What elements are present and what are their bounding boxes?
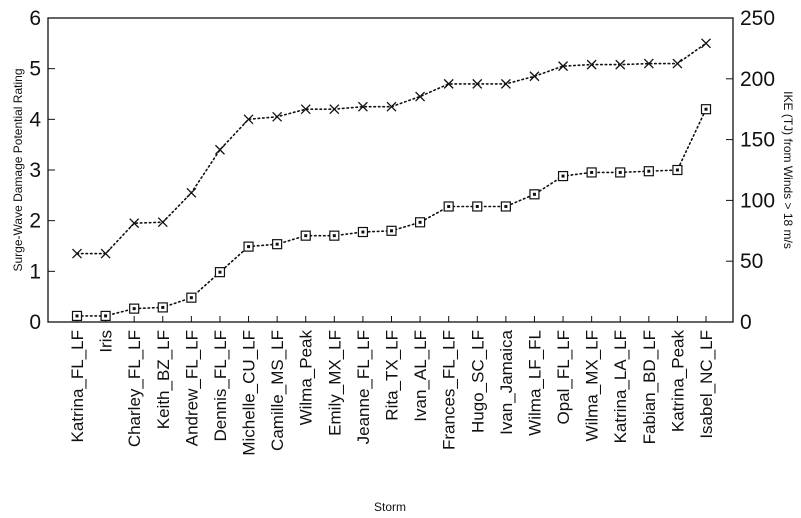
category-label: Fabian_BD_LF — [640, 330, 659, 444]
x-marker — [386, 101, 397, 112]
x-marker — [558, 61, 569, 72]
x-marker — [243, 114, 254, 125]
x-marker — [529, 71, 540, 82]
x-marker — [129, 218, 140, 229]
category-label: Katrina_Peak — [668, 330, 687, 433]
left-axis-ticks: 0 1 2 3 4 5 6 — [29, 7, 55, 334]
series-line-1 — [76, 42, 707, 255]
square-marker — [157, 302, 168, 313]
x-marker — [443, 78, 454, 89]
category-label: Emily_MX_LF — [325, 330, 344, 436]
category-label: Opal_FL_LF — [554, 330, 573, 425]
x-marker — [214, 144, 225, 155]
square-marker — [214, 267, 226, 278]
y-axis-label-left: Surge-Wave Damage Potential Rating — [11, 69, 25, 272]
category-label: Ivan_AL_LF — [411, 330, 430, 422]
x-marker — [586, 59, 597, 70]
right-tick-label: 0 — [740, 311, 752, 334]
category-label: Wilma_LF_FL — [526, 330, 545, 436]
category-label: Frances_FL_LF — [440, 330, 459, 450]
x-marker — [329, 104, 340, 115]
right-axis-ticks: 0 50 100 150 200 250 — [726, 7, 775, 334]
square-marker — [557, 170, 569, 182]
right-tick-label: 250 — [740, 7, 775, 30]
category-label: Charley_FL_LF — [125, 330, 144, 447]
square-marker — [529, 189, 540, 200]
square-marker — [129, 303, 140, 314]
series-line-2 — [76, 108, 707, 317]
category-label: Andrew_FL_LF — [182, 330, 201, 446]
square-marker — [414, 217, 426, 228]
series-layer — [71, 38, 712, 322]
square-marker — [243, 241, 254, 252]
category-label: Ivan_Jamaica — [497, 329, 516, 434]
x-marker — [357, 101, 368, 112]
category-label: Hugo_SC_LF — [468, 330, 487, 433]
category-label: Dennis_FL_LF — [211, 330, 230, 442]
x-axis-label: Storm — [374, 500, 406, 514]
left-tick-label: 1 — [29, 260, 41, 283]
x-axis-ticks — [76, 316, 707, 322]
x-marker — [100, 248, 111, 259]
square-marker — [672, 164, 683, 176]
x-marker — [643, 58, 654, 69]
square-marker — [472, 201, 483, 212]
square-marker — [586, 167, 597, 178]
category-label: Keith_BZ_LF — [154, 330, 173, 429]
plot-frame — [47, 17, 734, 323]
square-marker — [329, 230, 340, 241]
square-marker — [186, 292, 197, 303]
category-label: Michelle_CU_LF — [240, 330, 259, 456]
x-marker — [701, 38, 711, 49]
square-marker — [700, 104, 712, 115]
left-tick-label: 6 — [29, 7, 41, 30]
category-label: Iris — [97, 330, 116, 353]
square-marker — [443, 201, 454, 212]
x-marker — [672, 58, 683, 69]
x-marker — [186, 187, 197, 198]
category-label: Wilma_MX_LF — [583, 330, 602, 441]
left-tick-label: 3 — [29, 159, 41, 182]
category-label: Isabel_NC_LF — [697, 330, 716, 439]
square-marker — [643, 166, 654, 177]
left-tick-label: 2 — [29, 210, 41, 233]
left-tick-label: 4 — [29, 108, 41, 131]
x-marker — [300, 104, 311, 115]
right-tick-label: 100 — [740, 189, 775, 212]
square-marker — [615, 167, 626, 178]
square-marker — [100, 310, 111, 322]
square-marker — [272, 239, 283, 250]
y-axis-label-right: IKE (TJ) from Winds > 18 m/s — [781, 91, 795, 249]
square-marker — [300, 230, 311, 241]
square-marker — [71, 310, 83, 322]
x-marker — [500, 78, 511, 89]
square-marker — [386, 225, 397, 236]
category-labels: Katrina_FL_LF Iris Charley_FL_LF Keith_BZ_L… — [68, 329, 716, 455]
right-tick-label: 150 — [740, 129, 775, 152]
x-marker — [72, 248, 82, 259]
x-marker — [472, 78, 483, 89]
category-label: Camille_MS_LF — [268, 330, 287, 451]
right-tick-label: 200 — [740, 68, 775, 91]
right-tick-label: 50 — [740, 250, 763, 273]
category-label: Wilma_Peak — [297, 330, 316, 426]
x-marker — [157, 217, 168, 228]
left-tick-label: 5 — [29, 58, 41, 81]
x-marker — [415, 91, 426, 102]
category-label: Katrina_FL_LF — [68, 330, 87, 442]
left-tick-label: 0 — [29, 311, 41, 334]
square-marker — [357, 226, 369, 238]
x-marker — [615, 59, 626, 70]
category-label: Jeanne_FL_LF — [354, 330, 373, 444]
square-marker — [500, 201, 511, 212]
x-marker — [272, 111, 283, 122]
category-label: Katrina_LA_LF — [611, 330, 630, 443]
category-label: Rita_TX_LF — [383, 330, 402, 421]
